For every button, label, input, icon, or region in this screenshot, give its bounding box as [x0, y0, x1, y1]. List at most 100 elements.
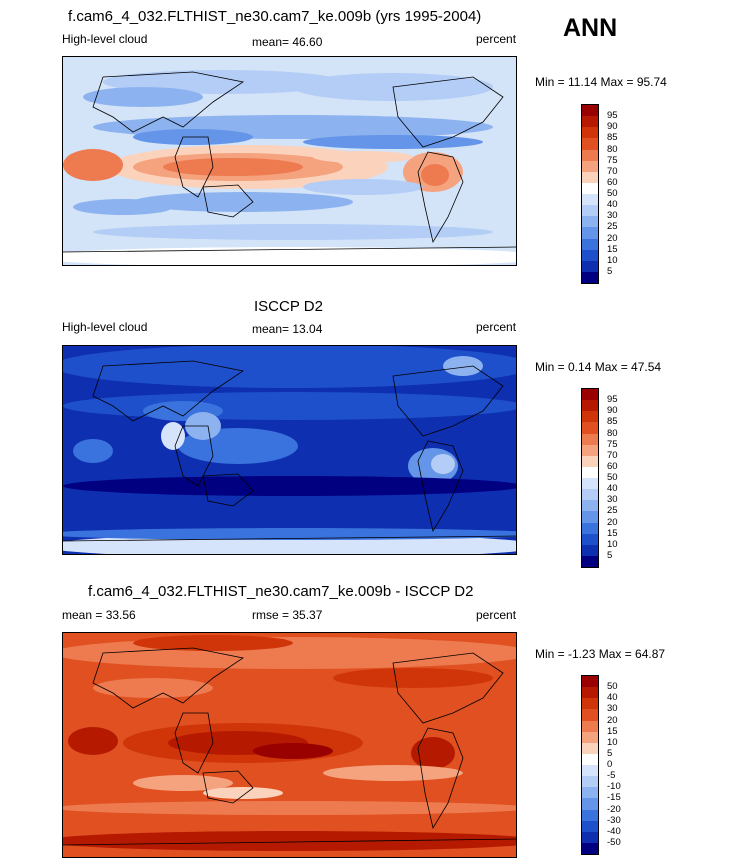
- colorbar-swatch: [582, 105, 598, 117]
- colorbar-tick-label: 40: [607, 692, 618, 704]
- panel-2-minmax-label: Min = 0.14 Max = 47.54: [535, 360, 662, 374]
- colorbar-tick-label: 95: [607, 394, 618, 406]
- panel-1-map: [62, 56, 517, 266]
- colorbar-tick-label: -5: [607, 770, 616, 782]
- panel-3-rmse-label: rmse = 35.37: [252, 608, 323, 622]
- colorbar-swatch: [582, 809, 598, 821]
- colorbar-tick-label: -30: [607, 814, 621, 826]
- colorbar-tick-label: 30: [607, 703, 618, 715]
- colorbar-tick-label: 90: [607, 405, 618, 417]
- colorbar-swatch: [582, 116, 598, 128]
- panel-3-map-plot: [63, 633, 516, 857]
- colorbar-swatch: [582, 500, 598, 512]
- colorbar-tick-label: 30: [607, 210, 618, 222]
- panel-3-minmax-label: Min = -1.23 Max = 64.87: [535, 647, 666, 661]
- colorbar-swatch: [582, 138, 598, 150]
- colorbar-swatch: [582, 698, 598, 710]
- panel-1-minmax-label: Min = 11.14 Max = 95.74: [535, 75, 667, 89]
- panel-1-map-plot: [63, 57, 516, 265]
- colorbar-swatch: [582, 731, 598, 743]
- colorbar-swatch: [582, 238, 598, 250]
- colorbar-swatch: [582, 444, 598, 456]
- colorbar-tick-label: 70: [607, 449, 618, 461]
- colorbar-tick-label: -50: [607, 836, 621, 848]
- panel-3-colorbar: [581, 675, 599, 855]
- panel-2-mean-label: mean= 13.04: [252, 322, 323, 336]
- panel-1-units-label: percent: [476, 32, 517, 46]
- colorbar-swatch: [582, 742, 598, 754]
- colorbar-tick-label: -40: [607, 825, 621, 837]
- colorbar-tick-label: 20: [607, 232, 618, 244]
- colorbar-swatch: [582, 831, 598, 843]
- colorbar-swatch: [582, 160, 598, 172]
- colorbar-tick-label: 15: [607, 725, 618, 737]
- colorbar-swatch: [582, 216, 598, 228]
- panel-1-mean-label: mean= 46.60: [252, 35, 323, 49]
- colorbar-swatch: [582, 720, 598, 732]
- colorbar-swatch: [582, 787, 598, 799]
- colorbar-swatch: [582, 149, 598, 161]
- colorbar-swatch: [582, 249, 598, 261]
- colorbar-tick-label: 5: [607, 265, 613, 277]
- colorbar-tick-label: 80: [607, 143, 618, 155]
- panel-3-mean-label: mean = 33.56: [62, 608, 136, 622]
- colorbar-swatch: [582, 687, 598, 699]
- colorbar-tick-label: 25: [607, 221, 618, 233]
- panel-2-colorbar: [581, 388, 599, 568]
- colorbar-tick-label: 75: [607, 154, 618, 166]
- colorbar-swatch: [582, 478, 598, 490]
- colorbar-tick-label: 50: [607, 188, 618, 199]
- panel-1-title: f.cam6_4_032.FLTHIST_ne30.cam7_ke.009b (…: [68, 8, 482, 25]
- colorbar-tick-label: 40: [607, 483, 618, 495]
- colorbar-swatch: [582, 676, 598, 688]
- colorbar-tick-label: 85: [607, 416, 618, 428]
- colorbar-swatch: [582, 433, 598, 445]
- colorbar-swatch: [582, 522, 598, 534]
- panel-3-units-label: percent: [476, 608, 517, 622]
- colorbar-tick-label: 0: [607, 759, 613, 770]
- panel-2-title: ISCCP D2: [254, 298, 323, 315]
- colorbar-swatch: [582, 271, 598, 283]
- colorbar-swatch: [582, 765, 598, 777]
- colorbar-tick-label: 5: [607, 747, 613, 759]
- colorbar-swatch: [582, 194, 598, 206]
- panel-1-variable-label: High-level cloud: [62, 32, 148, 46]
- colorbar-swatch: [582, 227, 598, 239]
- colorbar-tick-label: 90: [607, 121, 618, 133]
- colorbar-tick-label: 5: [607, 549, 613, 561]
- colorbar-swatch: [582, 205, 598, 217]
- colorbar-tick-label: 50: [607, 472, 618, 483]
- colorbar-tick-label: 85: [607, 132, 618, 144]
- colorbar-swatch: [582, 533, 598, 545]
- colorbar-swatch: [582, 466, 598, 478]
- colorbar-swatch: [582, 400, 598, 412]
- colorbar-tick-label: 15: [607, 527, 618, 539]
- colorbar-swatch: [582, 555, 598, 567]
- colorbar-swatch: [582, 389, 598, 401]
- panel-3-colorbar-labels: 50 40 30 20 15 10 5 0 -5 -10 -15 -20 -30 -40 -50: [607, 675, 647, 855]
- colorbar-tick-label: 70: [607, 165, 618, 177]
- colorbar-tick-label: 80: [607, 427, 618, 439]
- panel-1-colorbar: [581, 104, 599, 284]
- panel-2-units-label: percent: [476, 320, 517, 334]
- colorbar-tick-label: 50: [607, 681, 618, 693]
- colorbar-tick-label: 75: [607, 438, 618, 450]
- colorbar-swatch: [582, 260, 598, 272]
- colorbar-tick-label: -20: [607, 803, 621, 815]
- colorbar-tick-label: 60: [607, 460, 618, 472]
- colorbar-swatch: [582, 709, 598, 721]
- colorbar-tick-label: 15: [607, 243, 618, 255]
- colorbar-tick-label: 20: [607, 516, 618, 528]
- colorbar-swatch: [582, 544, 598, 556]
- colorbar-tick-label: 10: [607, 538, 618, 550]
- panel-1-colorbar-labels: 95 90 85 80 75 70 60 50 40 30 25 20 15 10 5: [607, 104, 647, 284]
- panel-2-variable-label: High-level cloud: [62, 320, 148, 334]
- colorbar-swatch: [582, 511, 598, 523]
- colorbar-swatch: [582, 127, 598, 139]
- colorbar-swatch: [582, 455, 598, 467]
- panel-2-map-plot: [63, 346, 516, 554]
- panel-3-title: f.cam6_4_032.FLTHIST_ne30.cam7_ke.009b -…: [88, 583, 474, 600]
- colorbar-swatch: [582, 422, 598, 434]
- colorbar-swatch: [582, 171, 598, 183]
- panel-3-colorbar-segments: [582, 676, 598, 854]
